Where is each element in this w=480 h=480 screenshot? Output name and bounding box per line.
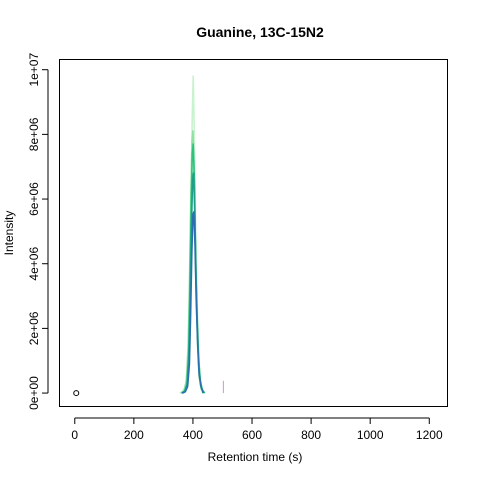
- y-tick-label: 1e+07: [27, 53, 41, 87]
- x-tick-label: 200: [124, 428, 144, 442]
- y-tick-label: 0e+00: [27, 376, 41, 410]
- x-axis: 0 200 400 600 800 1000 1200: [71, 417, 443, 442]
- y-tick-label: 2e+06: [27, 311, 41, 345]
- x-tick-label: 600: [242, 428, 262, 442]
- x-tick-label: 800: [301, 428, 321, 442]
- y-tick-label: 6e+06: [27, 182, 41, 216]
- y-axis-label: Intensity: [2, 211, 16, 256]
- x-tick-label: 1000: [357, 428, 384, 442]
- series-line-5: [181, 211, 205, 394]
- x-axis-label: Retention time (s): [208, 450, 303, 464]
- series-layer: [73, 75, 224, 397]
- x-tick-label: 0: [71, 428, 78, 442]
- chart-title: Guanine, 13C-15N2: [196, 24, 324, 40]
- x-tick-label: 1200: [416, 428, 443, 442]
- plot-area-frame: [59, 59, 448, 407]
- y-tick-label: 8e+06: [27, 117, 41, 151]
- x-tick-label: 400: [183, 428, 203, 442]
- open-circle-point: [73, 390, 80, 397]
- y-axis: 0e+00 2e+06 4e+06 6e+06 8e+06 1e+07: [27, 53, 49, 410]
- y-tick-label: 4e+06: [27, 247, 41, 281]
